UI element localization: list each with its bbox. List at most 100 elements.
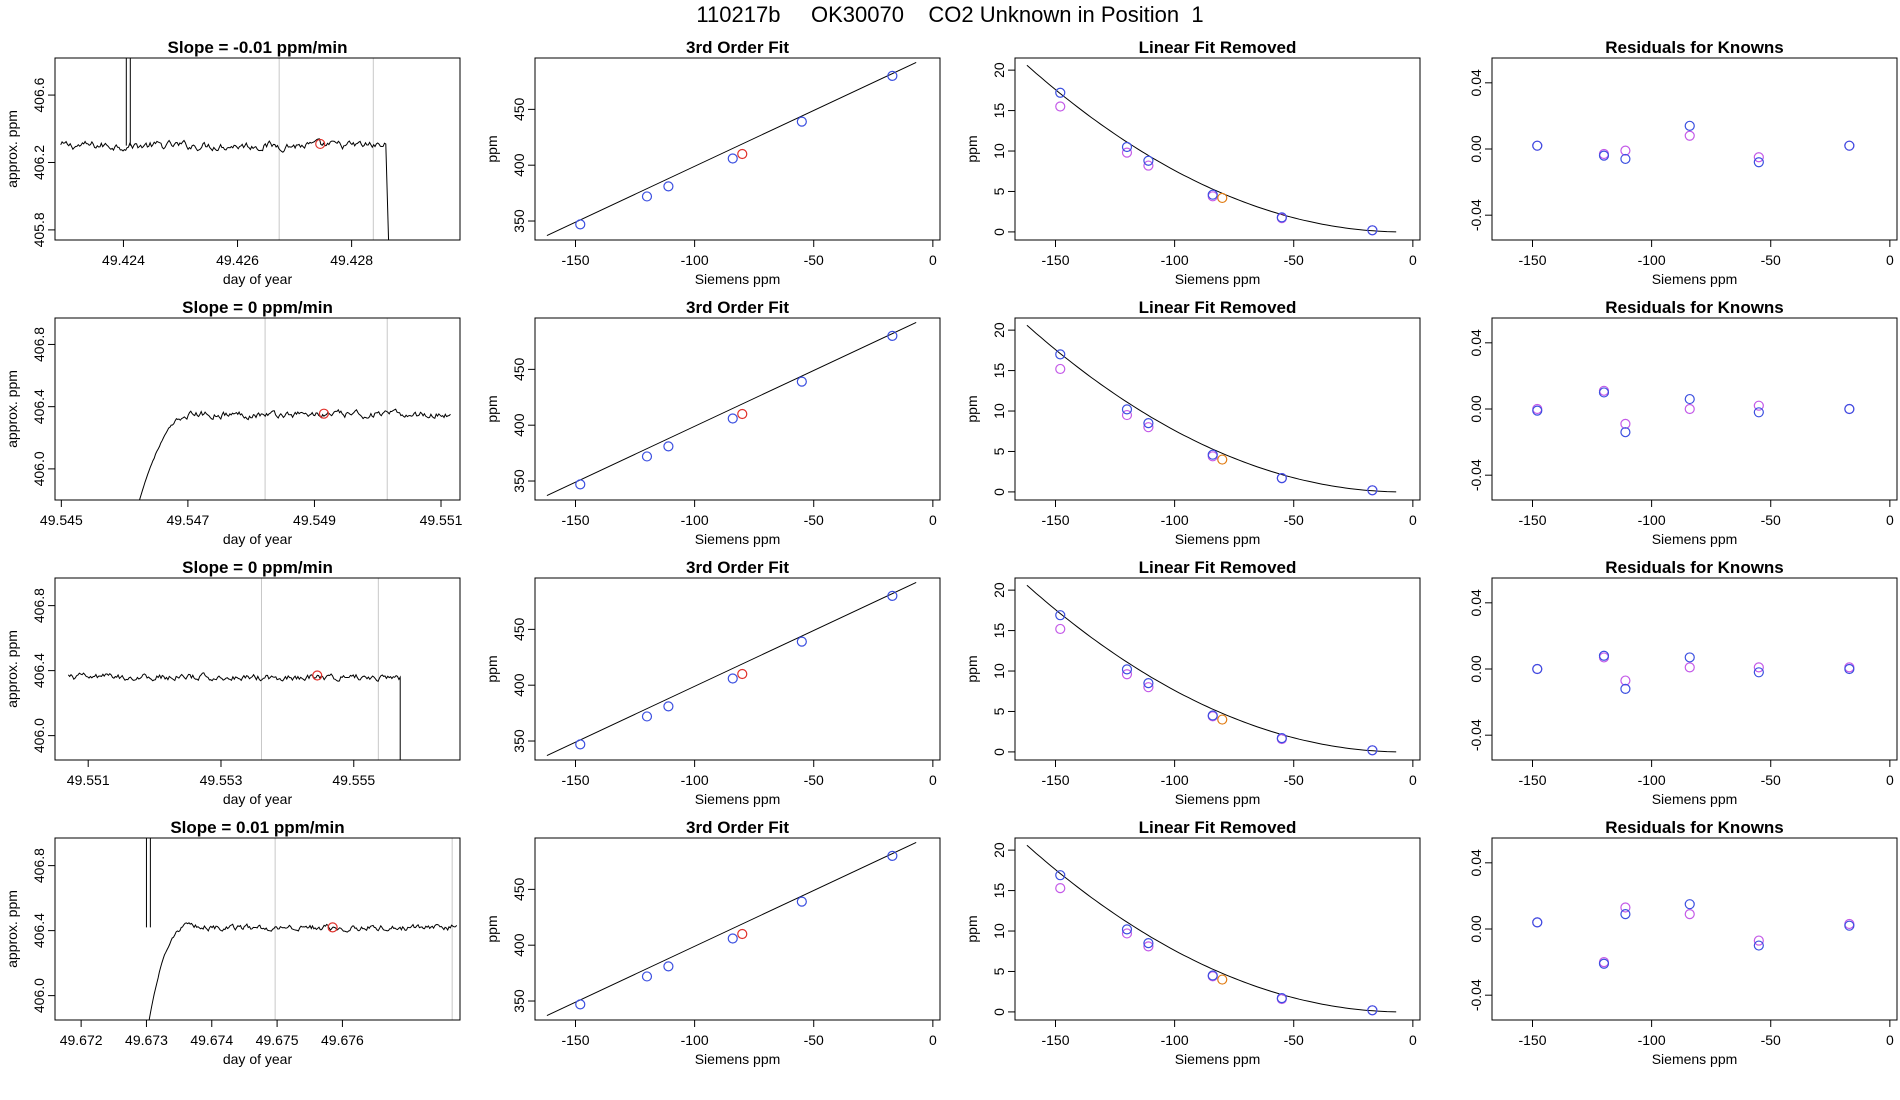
known-point-violet: [1121, 409, 1133, 421]
x-axis-label: Siemens ppm: [695, 271, 781, 287]
residual-point-blue: [1598, 150, 1610, 161]
x-axis-label: Siemens ppm: [1652, 271, 1738, 287]
x-tick-label: -150: [561, 772, 589, 788]
x-tick-label: 0: [1409, 772, 1417, 788]
residual-point-blue: [1620, 427, 1631, 438]
residual-point-blue: [1620, 683, 1631, 694]
panel-title: 3rd Order Fit: [686, 558, 789, 577]
panel-curve-r0: Linear Fit Removed -150 -100 -50 0 Siemens pp…: [964, 38, 1421, 287]
residual-point-blue: [1620, 909, 1631, 920]
residual-point-blue: [1844, 140, 1855, 151]
x-tick-label: 49.674: [190, 1032, 233, 1048]
y-tick-label: 20: [991, 842, 1007, 858]
y-axis-label: ppm: [484, 395, 500, 422]
y-tick-label: 0.04: [1468, 329, 1484, 356]
x-tick-label: 49.553: [200, 772, 243, 788]
residual-point-blue: [1598, 387, 1610, 398]
x-tick-label: -150: [1518, 772, 1546, 788]
figure-title: 110217b OK30070 CO2 Unknown in Position …: [696, 2, 1204, 27]
plot-frame: [534, 577, 941, 761]
y-tick-label: 0.04: [1468, 589, 1484, 616]
known-point: [796, 116, 807, 127]
residual-point-blue: [1844, 403, 1855, 415]
x-tick-label: -100: [1638, 1032, 1666, 1048]
x-tick-label: -100: [1161, 772, 1189, 788]
panel-title: Linear Fit Removed: [1139, 38, 1297, 57]
known-point-blue: [1276, 993, 1287, 1004]
residual-point-violet: [1684, 909, 1695, 920]
known-point-violet: [1055, 101, 1066, 112]
x-tick-label: 49.551: [67, 772, 110, 788]
x-tick-label: 49.672: [60, 1032, 103, 1048]
residual-point-violet: [1684, 662, 1695, 673]
x-axis-label: Siemens ppm: [1652, 791, 1738, 807]
fit-line: [546, 842, 917, 1016]
x-tick-label: -150: [561, 512, 589, 528]
panel-title: Linear Fit Removed: [1139, 818, 1297, 837]
plot-area: [1026, 584, 1397, 756]
plot-frame: [1491, 57, 1898, 241]
y-tick-label: 0: [991, 228, 1007, 236]
known-point-blue: [1055, 610, 1066, 621]
x-tick-label: -100: [1638, 252, 1666, 268]
residual-point-violet: [1753, 152, 1764, 163]
known-point-violet: [1121, 147, 1133, 158]
y-tick-label: 10: [991, 663, 1007, 679]
sample-point: [315, 138, 326, 150]
known-point-blue: [1207, 710, 1218, 721]
x-tick-label: -50: [804, 772, 824, 788]
unknown-point: [737, 148, 748, 160]
panel-title: Slope = 0 ppm/min: [182, 558, 333, 577]
y-axis-label: approx. ppm: [4, 890, 20, 968]
y-tick-label: 406.0: [31, 718, 47, 753]
x-tick-label: -150: [1041, 1032, 1069, 1048]
residual-point-blue: [1598, 650, 1610, 661]
x-tick-label: -100: [681, 1032, 709, 1048]
x-tick-label: 0: [929, 1032, 937, 1048]
panel-trace-r3: Slope = 0.01 ppm/min 49.672 49.673 49.674 49…: [4, 818, 461, 1067]
x-tick-label: -150: [1518, 1032, 1546, 1048]
y-tick-label: 5: [991, 447, 1007, 455]
residual-point-blue: [1532, 405, 1543, 416]
x-tick-label: -100: [1161, 252, 1189, 268]
y-tick-label: 406.0: [31, 451, 47, 486]
x-axis-label: Siemens ppm: [1175, 1051, 1261, 1067]
x-tick-label: -50: [1761, 512, 1781, 528]
known-point-violet: [1143, 682, 1154, 693]
y-tick-label: 0.04: [1468, 849, 1484, 876]
known-point-blue: [1276, 212, 1287, 223]
known-point-violet: [1055, 623, 1066, 635]
x-tick-label: 49.675: [256, 1032, 299, 1048]
panel-title: Slope = -0.01 ppm/min: [168, 38, 348, 57]
y-tick-label: 15: [991, 363, 1007, 379]
known-point: [575, 999, 586, 1010]
known-point-blue: [1055, 87, 1066, 98]
x-tick-label: -50: [1284, 512, 1304, 528]
x-tick-label: 49.428: [330, 252, 373, 268]
residual-point-blue: [1684, 652, 1695, 663]
plot-frame: [1014, 317, 1421, 501]
known-point: [575, 219, 586, 230]
y-tick-label: 15: [991, 883, 1007, 899]
x-axis-label: Siemens ppm: [695, 791, 781, 807]
x-axis-label: Siemens ppm: [1175, 791, 1261, 807]
x-tick-label: -50: [1284, 1032, 1304, 1048]
x-tick-label: -100: [1638, 772, 1666, 788]
residual-point-violet: [1620, 145, 1631, 156]
residual-point-violet: [1753, 662, 1764, 673]
x-axis-label: Siemens ppm: [1175, 271, 1261, 287]
plot-frame: [54, 837, 461, 1021]
sample-point: [327, 922, 338, 933]
y-axis-label: approx. ppm: [4, 630, 20, 708]
residual-point-blue: [1684, 120, 1695, 131]
y-tick-label: 10: [991, 923, 1007, 939]
x-tick-label: -50: [1761, 252, 1781, 268]
residual-point-blue: [1620, 153, 1631, 165]
x-tick-label: 0: [1409, 1032, 1417, 1048]
x-tick-label: 0: [1886, 512, 1894, 528]
known-point: [796, 636, 807, 647]
known-point: [641, 451, 653, 462]
fit-curve: [1026, 324, 1397, 493]
y-tick-label: 450: [511, 877, 527, 901]
plot-area: [546, 582, 917, 756]
